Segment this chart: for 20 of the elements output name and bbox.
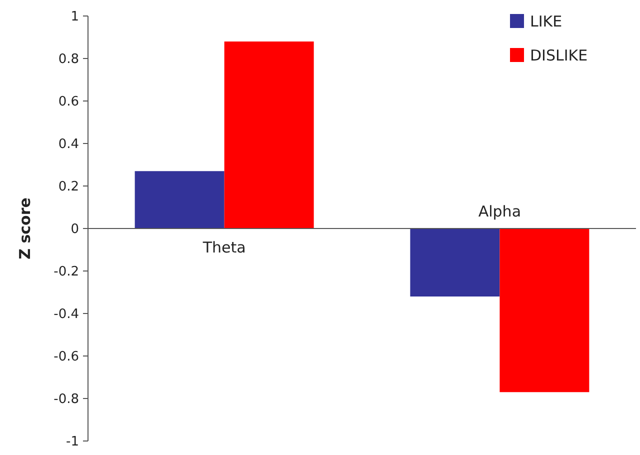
bar (134, 171, 224, 228)
y-tick-label: 1 (70, 10, 79, 25)
x-tick-label: Theta (202, 238, 246, 256)
legend-label: LIKE (530, 12, 562, 30)
y-tick-label: 0.2 (58, 180, 79, 195)
x-tick-label: Alpha (478, 202, 522, 220)
y-tick-label: 0.4 (58, 137, 79, 152)
y-tick-label: 0.6 (58, 94, 79, 110)
bar (500, 228, 590, 392)
legend-label: DISLIKE (530, 46, 588, 64)
y-axis-title: Z score (16, 198, 34, 260)
y-tick-label: -0.4 (54, 307, 79, 322)
y-tick-label: -0.8 (54, 392, 79, 408)
y-tick-label: -0.2 (54, 264, 79, 280)
y-tick-label: 0.8 (58, 52, 79, 68)
y-tick-label: -1 (66, 434, 79, 450)
bar (410, 228, 500, 296)
y-tick-label: -0.6 (54, 350, 79, 365)
bar (224, 42, 314, 228)
y-tick-label: 0 (70, 222, 79, 238)
